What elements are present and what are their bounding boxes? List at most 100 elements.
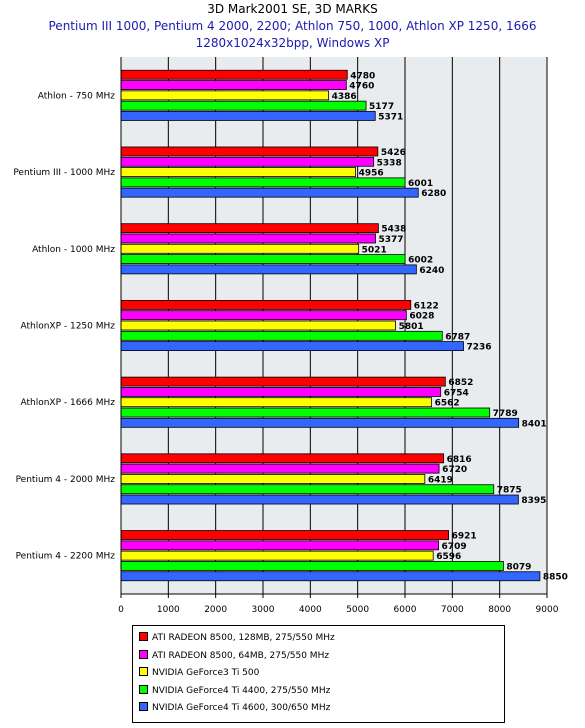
chart-subtitle-settings: 1280x1024x32bpp, Windows XP (195, 36, 390, 50)
legend-label: ATI RADEON 8500, 128MB, 275/550 MHz (152, 633, 335, 643)
bar (120, 320, 396, 331)
data-label: 6596 (436, 552, 461, 562)
data-label: 5426 (381, 148, 406, 158)
data-label: 8850 (543, 573, 568, 583)
legend-item: NVIDIA GeForce3 Ti 500 (139, 665, 259, 681)
data-label: 7236 (467, 343, 492, 353)
data-label: 6280 (421, 189, 446, 199)
bar (120, 80, 347, 90)
bar (120, 540, 439, 551)
category-label: Athlon - 750 MHz (38, 91, 115, 101)
x-tick-label: 8000 (488, 605, 511, 615)
bar (120, 550, 434, 561)
x-tick-label: 4000 (299, 605, 322, 615)
data-label: 6921 (452, 532, 477, 542)
x-tick-label: 7000 (441, 605, 464, 615)
bar (120, 407, 491, 418)
bar (120, 453, 445, 464)
data-label: 6720 (442, 465, 467, 475)
bar (120, 376, 446, 387)
data-label: 5371 (378, 112, 403, 122)
x-tick-label: 5000 (346, 605, 369, 615)
bar (120, 223, 379, 234)
data-label: 4760 (349, 82, 374, 92)
legend-label: NVIDIA GeForce3 Ti 500 (152, 668, 260, 678)
data-label: 6002 (408, 256, 433, 266)
bar (120, 341, 464, 352)
data-label: 6754 (444, 388, 469, 398)
legend-item: ATI RADEON 8500, 64MB, 275/550 MHz (139, 648, 329, 664)
legend-item: NVIDIA GeForce4 Ti 4600, 300/650 MHz (139, 700, 330, 716)
data-label: 8079 (506, 562, 531, 572)
bar (120, 264, 417, 275)
bar (120, 167, 356, 177)
bar (120, 530, 449, 540)
data-label: 5021 (362, 245, 387, 255)
legend-label: ATI RADEON 8500, 64MB, 275/550 MHz (152, 650, 330, 661)
x-tick-label: 3000 (252, 605, 275, 615)
bar (120, 156, 375, 167)
chart-legend: ATI RADEON 8500, 128MB, 275/550 MHz ATI R… (132, 625, 505, 723)
data-label: 6709 (442, 542, 467, 552)
data-label: 6122 (414, 301, 439, 311)
x-tick-label: 1000 (157, 605, 180, 615)
category-label: AthlonXP - 1666 MHz (20, 398, 115, 408)
bar (120, 69, 348, 80)
bar (120, 561, 504, 571)
legend-label: NVIDIA GeForce4 Ti 4400, 275/550 MHz (152, 685, 331, 696)
bar (120, 233, 376, 244)
x-tick-label: 6000 (394, 605, 417, 615)
category-label: AthlonXP - 1250 MHz (20, 322, 115, 332)
data-label: 6419 (428, 475, 453, 485)
bar (120, 387, 442, 397)
data-label: 6562 (435, 399, 460, 409)
bar (120, 310, 407, 321)
bar (120, 397, 433, 408)
data-label: 5338 (377, 158, 402, 168)
bar (120, 177, 406, 188)
legend-item: ATI RADEON 8500, 128MB, 275/550 MHz (139, 630, 335, 646)
data-label: 5438 (381, 225, 406, 235)
data-label: 7875 (497, 486, 522, 496)
x-tick-label: 2000 (204, 605, 227, 615)
bar (120, 330, 443, 341)
x-tick-label: 9000 (536, 605, 559, 615)
bar (120, 417, 520, 428)
legend-swatch (139, 667, 148, 676)
category-label: Athlon - 1000 MHz (32, 245, 115, 255)
legend-label: NVIDIA GeForce4 Ti 4600, 300/650 MHz (152, 703, 331, 713)
data-label: 4956 (359, 169, 384, 179)
data-label: 5801 (399, 322, 424, 332)
data-label: 6816 (447, 455, 472, 465)
x-tick-label: 0 (118, 605, 124, 615)
category-label: Pentium 4 - 2200 MHz (16, 552, 116, 562)
chart-subtitle-cpus: Pentium III 1000, Pentium 4 2000, 2200; … (48, 19, 537, 33)
data-label: 6028 (409, 312, 434, 322)
bar (120, 571, 541, 582)
legend-item: NVIDIA GeForce4 Ti 4400, 275/550 MHz (139, 683, 330, 699)
data-label: 4780 (350, 71, 375, 81)
data-label: 4386 (332, 92, 357, 102)
data-label: 8395 (521, 496, 546, 506)
bar (120, 243, 360, 254)
bar (120, 100, 367, 111)
legend-swatch (139, 702, 148, 711)
legend-swatch (139, 632, 148, 641)
bar (120, 474, 426, 484)
legend-swatch (139, 649, 148, 659)
chart-title: 3D Mark2001 SE, 3D MARKS (207, 2, 378, 16)
data-label: 6240 (419, 266, 444, 276)
bar (120, 299, 412, 310)
data-label: 5377 (379, 235, 404, 245)
category-label: Pentium 4 - 2000 MHz (16, 475, 116, 485)
data-label: 6852 (448, 378, 473, 388)
bar (120, 484, 495, 495)
data-label: 7789 (493, 409, 518, 419)
bar (120, 90, 330, 101)
bar (120, 463, 440, 474)
data-label: 5177 (369, 102, 394, 112)
legend-swatch (139, 684, 148, 694)
bar (120, 187, 419, 198)
data-label: 6001 (408, 179, 433, 189)
